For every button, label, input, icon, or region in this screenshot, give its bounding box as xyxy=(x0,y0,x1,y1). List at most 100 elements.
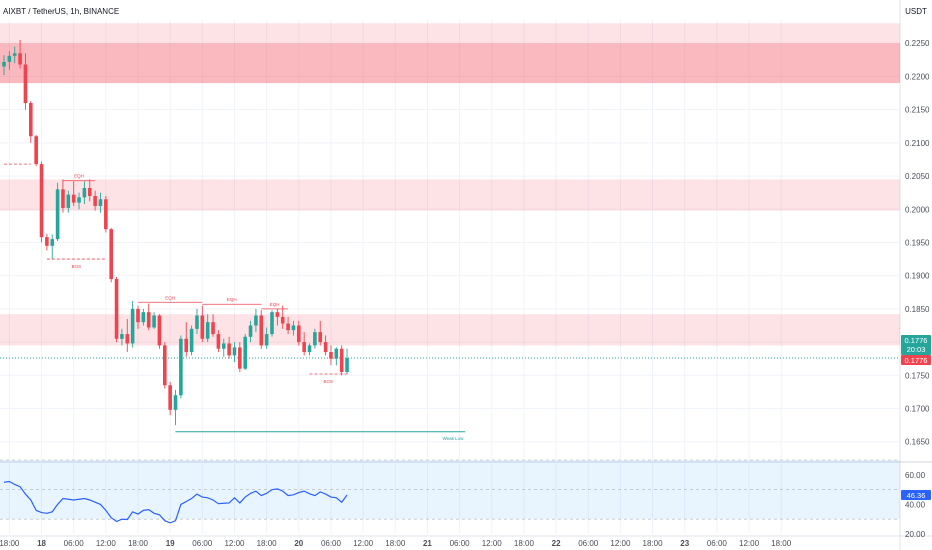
candle-body xyxy=(93,195,97,206)
candle-body xyxy=(173,395,178,410)
candle-body xyxy=(254,315,258,326)
candle-body xyxy=(29,103,33,137)
candle-body xyxy=(163,345,167,386)
candle xyxy=(243,334,247,370)
bar-countdown: 20:03 xyxy=(907,345,926,354)
candle-body xyxy=(248,325,253,337)
candlestick-series xyxy=(2,39,349,426)
candle-body xyxy=(146,312,151,328)
candle-body xyxy=(334,348,339,359)
candle-body xyxy=(280,316,285,324)
rsi-tick-label: 40.00 xyxy=(905,500,926,509)
candle xyxy=(157,314,162,349)
time-tick-label: 18:00 xyxy=(771,539,792,548)
candle-body xyxy=(195,315,199,329)
candle xyxy=(71,181,76,206)
candle xyxy=(189,325,194,356)
candle-body xyxy=(77,197,81,203)
candle-body xyxy=(157,315,162,346)
candle xyxy=(286,316,290,335)
candle-body xyxy=(136,308,140,323)
time-axis[interactable]: 18:00 18 06:00 12:00 18:00 19 06:00 12:00 18:00 2… xyxy=(0,539,792,548)
candle-body xyxy=(120,334,124,339)
candle-body xyxy=(232,347,237,356)
candle-body xyxy=(339,348,344,372)
rsi-value-badge xyxy=(901,490,931,501)
candle xyxy=(291,320,296,336)
candle-body xyxy=(50,239,55,246)
candle-body xyxy=(189,328,194,353)
time-tick-label: 12:00 xyxy=(353,539,374,548)
time-tick-label: 20 xyxy=(294,539,303,548)
time-tick-label: 18:00 xyxy=(128,539,149,548)
time-tick-label: 06:00 xyxy=(192,539,213,548)
eqh-label: EQH xyxy=(74,174,84,179)
candle-body xyxy=(98,199,103,206)
eqh-label: EQH xyxy=(270,302,280,307)
time-tick-label: 18:00 xyxy=(0,539,20,548)
candle-body xyxy=(297,325,301,343)
last-price-badge xyxy=(901,335,931,356)
candle-body xyxy=(34,136,38,165)
candle xyxy=(109,227,113,283)
candle-body xyxy=(87,188,92,196)
time-tick-label: 06:00 xyxy=(450,539,471,548)
candle-body xyxy=(2,61,6,67)
candle xyxy=(125,318,130,353)
candle-body xyxy=(323,342,328,353)
candle-body xyxy=(114,279,119,339)
supply-zone xyxy=(0,179,900,211)
time-tick-label: 19 xyxy=(166,539,175,548)
candle xyxy=(130,300,135,348)
candle xyxy=(61,179,65,213)
candle xyxy=(275,308,280,326)
time-tick-label: 06:00 xyxy=(64,539,85,548)
last-price-value: 0.1776 xyxy=(905,336,928,345)
candle xyxy=(12,46,17,64)
candle-body xyxy=(23,64,28,104)
bos-label: BOS xyxy=(324,379,334,384)
candle-body xyxy=(216,334,221,349)
candle xyxy=(339,345,344,376)
candle-body xyxy=(275,312,280,317)
time-tick-label: 12:00 xyxy=(482,539,503,548)
candle xyxy=(39,161,44,243)
candle-body xyxy=(152,315,156,328)
candle xyxy=(146,303,151,331)
candle-body xyxy=(291,325,296,331)
eqh-label: EQH xyxy=(227,297,237,302)
supply-zone xyxy=(0,23,900,84)
candle-body xyxy=(302,342,306,353)
time-tick-label: 18:00 xyxy=(643,539,664,548)
price-tick-label: 0.1900 xyxy=(905,272,930,281)
candle xyxy=(211,314,215,337)
time-tick-label: 22 xyxy=(552,539,561,548)
candle-body xyxy=(55,189,60,240)
candle-body xyxy=(109,229,113,280)
candle-body xyxy=(221,343,226,349)
currency-label: USDT xyxy=(905,7,927,16)
bos-label: BOS xyxy=(72,264,82,269)
candle xyxy=(173,389,178,426)
rsi-axis[interactable]: 60.00 40.00 20.00 xyxy=(905,471,926,539)
candle xyxy=(329,345,333,366)
candle-body xyxy=(45,237,49,246)
candle-body xyxy=(264,334,269,346)
candle xyxy=(87,179,92,202)
candle xyxy=(2,55,6,76)
candle xyxy=(232,342,237,363)
candle xyxy=(345,348,349,374)
time-tick-label: 18:00 xyxy=(257,539,278,548)
price-tick-label: 0.2250 xyxy=(905,39,930,48)
candle xyxy=(114,277,119,343)
candle-body xyxy=(227,343,231,356)
supply-zones xyxy=(0,23,900,346)
price-tick-label: 0.1950 xyxy=(905,238,930,247)
candle xyxy=(200,305,205,343)
price-tick-label: 0.2000 xyxy=(905,205,930,214)
candle-body xyxy=(39,164,44,238)
candle xyxy=(297,320,301,346)
candle xyxy=(29,101,33,143)
